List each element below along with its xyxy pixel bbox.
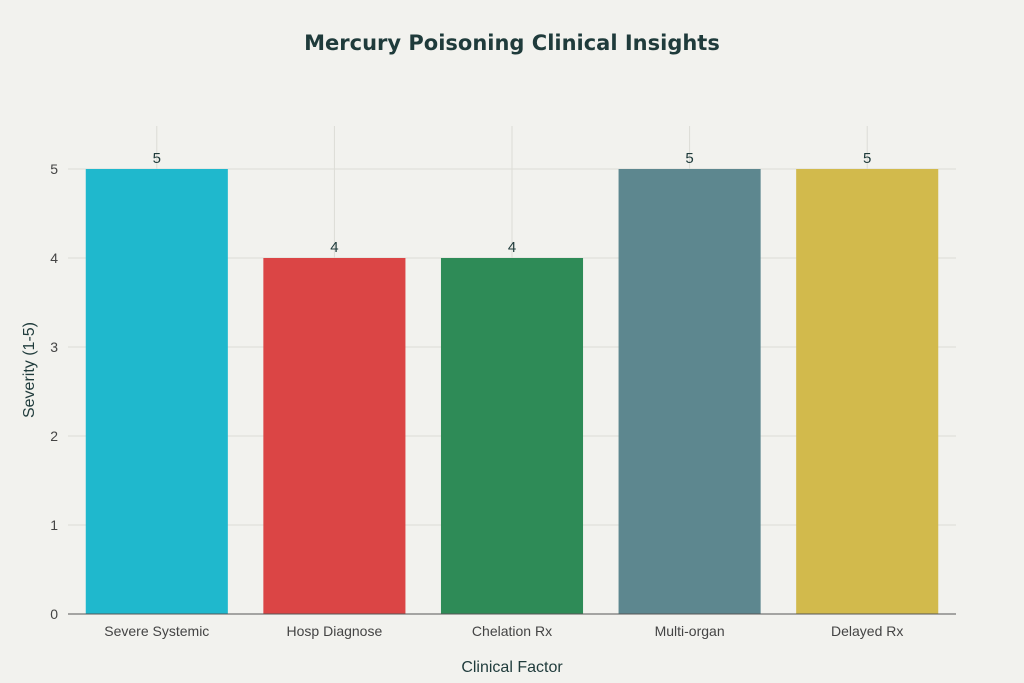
- data-label: 5: [685, 150, 693, 167]
- bar-layer: [85, 169, 939, 614]
- bar: [618, 169, 761, 614]
- data-label: 5: [153, 150, 161, 167]
- x-tick-label: Delayed Rx: [831, 623, 903, 639]
- axis-layer: 0 1 2 3 4 5 Severe Systemic Hosp Diagnose Chelat…: [50, 161, 956, 639]
- data-label-layer: 5 4 4 5 5: [153, 150, 872, 256]
- data-label: 4: [508, 239, 516, 256]
- x-tick-label: Multi-organ: [655, 623, 725, 639]
- bar: [796, 169, 939, 614]
- y-tick-label: 4: [50, 250, 58, 266]
- y-tick-label: 0: [50, 606, 58, 622]
- x-tick-label: Chelation Rx: [472, 623, 552, 639]
- data-label: 5: [863, 150, 871, 167]
- x-tick-label: Severe Systemic: [104, 623, 209, 639]
- x-axis-title: Clinical Factor: [461, 659, 563, 676]
- y-tick-label: 2: [50, 428, 58, 444]
- x-tick-label: Hosp Diagnose: [287, 623, 383, 639]
- bar: [440, 258, 584, 614]
- chart-title: Mercury Poisoning Clinical Insights: [304, 31, 720, 55]
- y-tick-label: 1: [50, 517, 58, 533]
- bar: [85, 169, 228, 614]
- y-axis-title: Severity (1-5): [21, 322, 38, 418]
- bar: [263, 258, 406, 614]
- y-tick-label: 3: [50, 339, 58, 355]
- data-label: 4: [330, 239, 338, 256]
- y-tick-label: 5: [50, 161, 58, 177]
